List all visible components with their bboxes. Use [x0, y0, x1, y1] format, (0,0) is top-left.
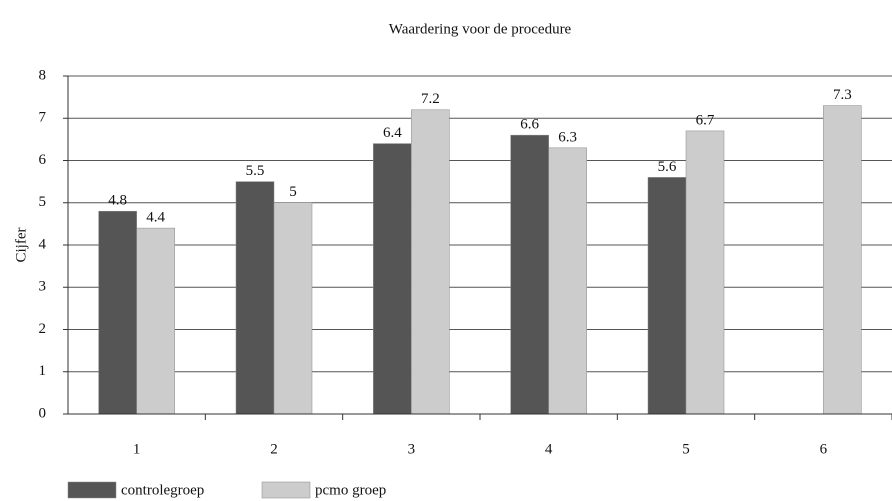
data-label: 4.8: [108, 193, 127, 209]
data-label: 6.4: [383, 125, 402, 141]
bar: [235, 181, 275, 415]
y-tick-label: 8: [39, 67, 47, 83]
bar: [510, 134, 549, 415]
chart-title: Waardering voor de procedure: [389, 21, 572, 37]
data-label: 5.6: [658, 159, 677, 175]
data-label: 5.5: [246, 163, 265, 179]
y-tick-label: 4: [39, 236, 47, 252]
y-tick-label: 1: [39, 363, 47, 379]
legend-swatch: [67, 481, 117, 499]
data-label: 7.3: [833, 87, 852, 103]
bar: [373, 143, 412, 415]
x-tick-label: 3: [408, 441, 416, 457]
x-tick-label: 1: [133, 441, 141, 457]
bar: [411, 109, 450, 415]
x-tick-label: 4: [545, 441, 553, 457]
x-tick-label: 2: [270, 441, 278, 457]
bar: [548, 147, 587, 415]
y-tick-label: 5: [39, 194, 47, 210]
bar: [98, 210, 137, 415]
data-label: 6.3: [558, 129, 577, 145]
bar: [273, 202, 313, 415]
legend-swatch: [261, 481, 311, 499]
data-label: 6.7: [696, 112, 715, 128]
legend-label: controlegroep: [121, 482, 204, 498]
x-tick-label: 6: [820, 441, 828, 457]
data-label: 6.6: [520, 117, 539, 133]
y-tick-label: 7: [39, 110, 47, 126]
bar: [823, 105, 862, 415]
y-tick-label: 3: [39, 279, 47, 295]
y-tick-label: 6: [39, 152, 47, 168]
bar: [685, 130, 725, 415]
y-axis-label: Cijfer: [13, 228, 29, 263]
bar: [647, 177, 687, 415]
data-label: 7.2: [421, 91, 440, 107]
data-label: 4.4: [146, 210, 165, 226]
y-tick-label: 0: [39, 405, 47, 421]
data-label: 5: [289, 184, 297, 200]
legend-label: pcmo groep: [315, 482, 386, 498]
y-tick-label: 2: [39, 321, 47, 337]
bar: [136, 227, 175, 415]
x-tick-label: 5: [682, 441, 690, 457]
